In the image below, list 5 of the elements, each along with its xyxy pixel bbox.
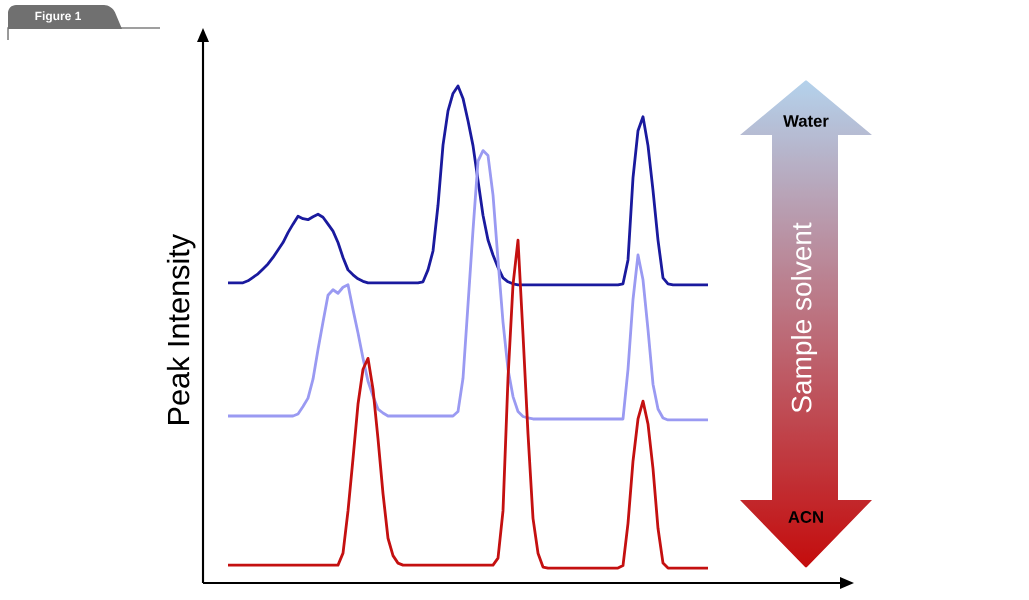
text: Sample solvent [790, 222, 818, 413]
y-axis-title: Peak Intensity [166, 233, 196, 424]
text: Water [783, 115, 829, 127]
text: ACN [788, 511, 823, 523]
caption: Figure 1 [35, 11, 82, 23]
